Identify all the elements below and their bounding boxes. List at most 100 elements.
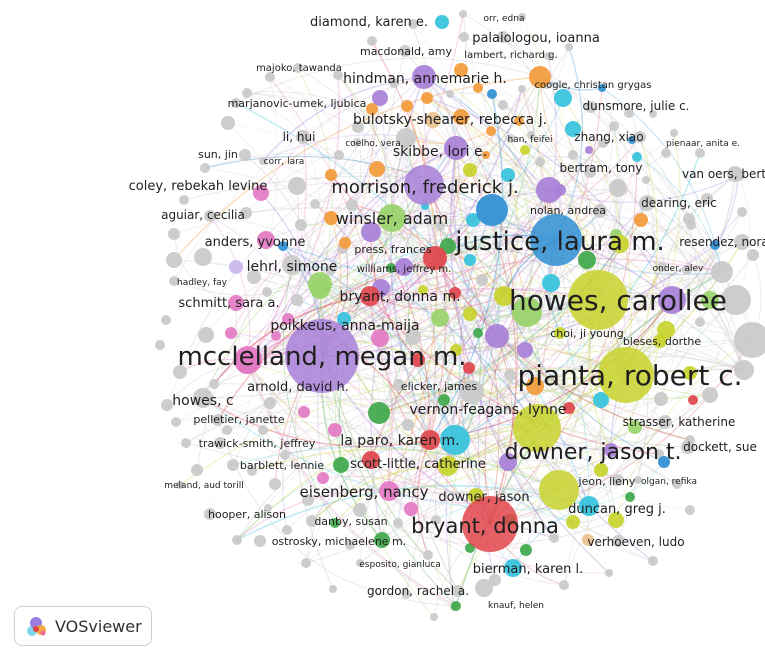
author-node[interactable] — [609, 179, 627, 197]
author-node[interactable] — [518, 13, 526, 21]
author-node[interactable] — [171, 417, 181, 427]
author-node[interactable] — [473, 328, 483, 338]
author-node[interactable] — [512, 297, 542, 327]
author-node[interactable] — [494, 286, 514, 306]
author-node[interactable] — [161, 399, 173, 411]
author-node[interactable] — [549, 533, 559, 543]
author-node[interactable] — [298, 406, 310, 418]
author-node[interactable] — [628, 136, 636, 144]
author-node[interactable] — [179, 195, 189, 205]
author-node[interactable] — [578, 251, 596, 269]
author-node[interactable] — [513, 404, 561, 452]
author-node[interactable] — [440, 238, 456, 254]
author-node[interactable] — [367, 36, 377, 46]
author-node[interactable] — [649, 110, 657, 118]
author-node[interactable] — [683, 366, 697, 380]
author-node[interactable] — [371, 329, 389, 347]
author-node[interactable] — [282, 525, 292, 535]
author-node[interactable] — [632, 152, 642, 162]
author-node[interactable] — [594, 463, 608, 477]
author-node[interactable] — [518, 85, 526, 93]
author-node[interactable] — [258, 425, 268, 435]
author-node[interactable] — [360, 286, 380, 306]
author-node[interactable] — [225, 327, 237, 339]
author-node[interactable] — [672, 479, 682, 489]
author-node[interactable] — [444, 136, 468, 160]
author-node[interactable] — [440, 425, 470, 455]
author-node[interactable] — [209, 379, 219, 389]
author-node[interactable] — [542, 274, 560, 292]
author-node[interactable] — [658, 456, 670, 468]
author-node[interactable] — [227, 459, 239, 471]
author-node[interactable] — [565, 43, 573, 51]
author-node[interactable] — [464, 254, 476, 266]
author-node[interactable] — [412, 65, 436, 89]
author-node[interactable] — [173, 365, 187, 379]
author-node[interactable] — [339, 237, 351, 249]
author-node[interactable] — [657, 321, 675, 339]
author-node[interactable] — [563, 402, 575, 414]
author-node[interactable] — [393, 379, 405, 391]
author-node[interactable] — [259, 157, 267, 165]
author-node[interactable] — [454, 63, 468, 77]
author-node[interactable] — [278, 241, 288, 251]
author-node[interactable] — [317, 472, 329, 484]
author-node[interactable] — [200, 163, 210, 173]
author-node[interactable] — [559, 580, 569, 590]
author-node[interactable] — [536, 177, 562, 203]
author-node[interactable] — [155, 340, 165, 350]
author-node[interactable] — [324, 211, 338, 225]
author-node[interactable] — [353, 138, 361, 146]
author-node[interactable] — [624, 108, 634, 118]
author-node[interactable] — [721, 285, 751, 315]
author-node[interactable] — [568, 150, 578, 160]
author-node[interactable] — [247, 270, 261, 284]
author-node[interactable] — [504, 559, 522, 577]
author-node[interactable] — [634, 213, 648, 227]
author-node[interactable] — [568, 270, 628, 330]
author-node[interactable] — [181, 438, 191, 448]
author-node[interactable] — [710, 240, 720, 250]
author-node[interactable] — [657, 262, 667, 272]
author-node[interactable] — [681, 440, 695, 454]
author-node[interactable] — [486, 126, 496, 136]
author-node[interactable] — [438, 394, 450, 406]
author-node[interactable] — [695, 148, 705, 158]
author-node[interactable] — [423, 246, 447, 270]
author-node[interactable] — [301, 558, 311, 568]
author-node[interactable] — [530, 214, 582, 266]
author-node[interactable] — [399, 45, 411, 57]
author-node[interactable] — [361, 222, 381, 242]
author-node[interactable] — [520, 145, 530, 155]
author-node[interactable] — [527, 131, 535, 139]
author-node[interactable] — [408, 19, 418, 29]
author-node[interactable] — [262, 287, 272, 297]
author-node[interactable] — [476, 274, 488, 286]
author-node[interactable] — [374, 532, 390, 548]
author-node[interactable] — [459, 32, 469, 42]
author-node[interactable] — [285, 319, 359, 393]
author-node[interactable] — [604, 443, 618, 457]
author-node[interactable] — [585, 146, 593, 154]
author-node[interactable] — [450, 344, 462, 356]
author-node[interactable] — [598, 84, 606, 92]
author-node[interactable] — [497, 31, 509, 43]
author-node[interactable] — [330, 518, 340, 528]
author-node[interactable] — [264, 397, 276, 409]
author-node[interactable] — [611, 235, 629, 253]
author-node[interactable] — [579, 496, 599, 516]
author-node[interactable] — [222, 425, 232, 435]
author-node[interactable] — [609, 121, 619, 131]
author-node[interactable] — [737, 207, 747, 217]
author-node[interactable] — [554, 327, 566, 339]
author-node[interactable] — [326, 265, 336, 275]
author-node[interactable] — [333, 457, 349, 473]
author-node[interactable] — [204, 210, 216, 222]
author-node[interactable] — [421, 92, 433, 104]
author-node[interactable] — [420, 430, 440, 450]
author-node[interactable] — [169, 276, 179, 286]
author-node[interactable] — [411, 353, 425, 367]
author-node[interactable] — [670, 129, 678, 137]
author-node[interactable] — [325, 169, 337, 181]
